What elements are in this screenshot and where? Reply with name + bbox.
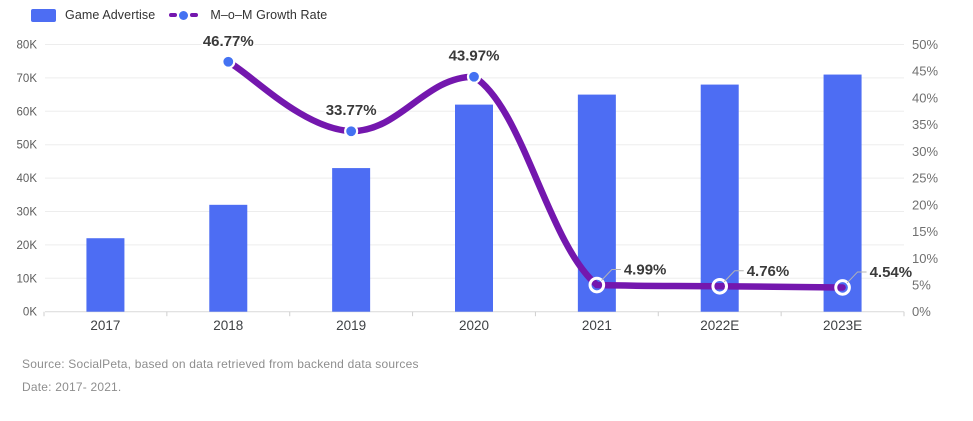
dot-icon xyxy=(179,10,189,20)
x-axis-label-2018: 2018 xyxy=(213,318,243,333)
right-axis-tick-label: 20% xyxy=(912,197,938,212)
line-marker-hollow xyxy=(711,277,729,295)
left-axis-tick-label: 60K xyxy=(17,106,38,118)
label-connector xyxy=(723,270,744,283)
x-axis-label-2023E: 2023E xyxy=(823,318,862,333)
growth-rate-line xyxy=(225,58,846,291)
left-axis-tick-label: 80K xyxy=(17,40,38,52)
bar-2023E xyxy=(823,74,862,312)
left-axis-tick-label: 0K xyxy=(23,307,37,319)
left-axis-tick-label: 30K xyxy=(17,207,38,219)
data-label: 43.97% xyxy=(449,48,500,65)
x-axis-label-2017: 2017 xyxy=(90,318,120,333)
data-label: 4.99% xyxy=(624,262,667,279)
line-marker-filled xyxy=(344,124,359,139)
dash-left-icon xyxy=(169,13,178,17)
data-label: 4.54% xyxy=(870,264,913,281)
right-axis-tick-label: 15% xyxy=(912,224,938,239)
bar-2020 xyxy=(455,104,493,312)
line-marker-hollow xyxy=(588,276,606,294)
data-label: 33.77% xyxy=(326,102,377,119)
bar-2018 xyxy=(209,204,248,312)
x-axis-label-2020: 2020 xyxy=(459,318,489,333)
right-axis-tick-label: 30% xyxy=(912,144,938,159)
right-axis-tick-label: 5% xyxy=(912,277,931,292)
left-axis-tick-label: 20K xyxy=(17,240,38,252)
right-axis-tick-label: 25% xyxy=(912,171,938,186)
label-connector xyxy=(600,269,621,281)
bar-2022E xyxy=(700,84,739,312)
line-marker-hollow xyxy=(834,279,851,296)
bar-2017 xyxy=(86,238,125,312)
line-marker-filled xyxy=(221,54,236,69)
legend-item-growth-rate[interactable]: M–o–M Growth Rate xyxy=(169,8,327,22)
right-axis-tick-label: 45% xyxy=(912,64,938,79)
bar-swatch-icon xyxy=(31,8,56,22)
data-label: 46.77% xyxy=(203,33,254,50)
combo-chart: 0K 10K 20K 30K 40K 50K 60K 70K 80K 0% 5% 10% 15% 20% 2… xyxy=(17,31,939,333)
legend-bar-label: Game Advertise xyxy=(65,8,156,22)
bar-2019 xyxy=(332,168,371,312)
source-note: Source: SocialPeta, based on data retrie… xyxy=(22,357,419,371)
line-marker-filled xyxy=(466,69,482,84)
data-label: 4.76% xyxy=(747,263,790,280)
date-note: Date: 2017- 2021. xyxy=(22,380,122,394)
left-axis-tick-label: 40K xyxy=(17,173,38,185)
left-axis-tick-label: 70K xyxy=(17,73,38,85)
legend: Game Advertise M–o–M Growth Rate xyxy=(31,6,327,24)
left-axis-tick-label: 50K xyxy=(17,140,38,152)
right-axis-tick-label: 35% xyxy=(912,117,938,132)
right-axis-tick-label: 40% xyxy=(912,90,938,105)
label-connector xyxy=(846,271,867,284)
left-axis-tick-label: 10K xyxy=(17,273,38,285)
legend-line-label: M–o–M Growth Rate xyxy=(210,8,328,22)
x-axis-label-2021: 2021 xyxy=(582,318,612,333)
right-axis-tick-label: 0% xyxy=(912,304,931,319)
x-axis-label-2019: 2019 xyxy=(336,318,366,333)
x-axis-label-2022E: 2022E xyxy=(700,318,739,333)
right-axis-tick-label: 50% xyxy=(912,37,938,52)
right-axis-tick-label: 10% xyxy=(912,251,938,266)
dash-right-icon xyxy=(190,13,199,17)
line-marker-icon xyxy=(169,10,199,20)
legend-item-game-advertise[interactable]: Game Advertise xyxy=(31,8,155,22)
